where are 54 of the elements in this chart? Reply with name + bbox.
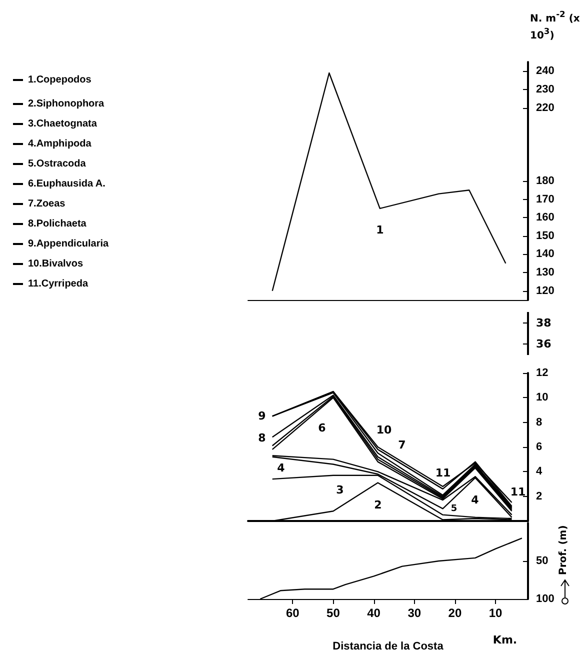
x-tick-label: 10 [488, 606, 503, 620]
y-tick-label: 160 [536, 212, 554, 224]
annotation: 7 [398, 438, 406, 452]
text: 38 [536, 316, 552, 330]
y-tick-label: 8 [536, 416, 542, 428]
legend-label: 4.Amphipoda [28, 138, 92, 150]
annotation: 1 [376, 224, 384, 236]
annotation: 4 [471, 494, 480, 506]
y-tick-label: 4 [536, 466, 543, 478]
annotation: 9 [258, 410, 266, 422]
text: 36 [536, 338, 552, 350]
legend-label: 9.Appendicularia [28, 238, 110, 250]
legend-label: 10.Bivalvos [28, 258, 84, 270]
annotation: 4 [277, 462, 286, 474]
legend-label: 8.Polichaeta [28, 218, 87, 230]
y-tick-label: 10 [536, 392, 548, 404]
y-tick-label: 12 [536, 367, 548, 379]
y-tick-label: 2 [536, 490, 542, 502]
y-tick-label: 130 [536, 266, 554, 279]
y-tick-label: 170 [536, 193, 554, 206]
y-tick-label: 6 [536, 441, 542, 453]
x-tick-label: 30 [408, 606, 422, 620]
y-tick-label: 230 [536, 83, 554, 96]
y-tick-label: 240 [536, 65, 554, 78]
y-axis-title: Prof. (m) [558, 525, 569, 575]
annotation: 8 [258, 432, 266, 444]
annotation: 10 [376, 424, 392, 436]
y-tick-label: 150 [536, 230, 554, 242]
y-tick-label: 120 [536, 284, 554, 297]
annotation: 2 [374, 498, 382, 512]
legend-label: 1.Copepodos [28, 74, 92, 86]
text: N. m$^{-2}$ (x 10$^{3}$) [530, 9, 580, 42]
annotation: 11 [510, 486, 526, 498]
y-tick-label: 140 [536, 248, 554, 260]
legend-label: 2.Siphonophora [28, 98, 105, 110]
x-axis-title: Distancia de la Costa [332, 640, 444, 652]
legend-label: 5.Ostracoda [28, 158, 86, 170]
annotation: 11 [435, 466, 451, 480]
legend-label: 11.Cyrripeda [28, 278, 88, 290]
annotation: 6 [318, 422, 326, 434]
legend-label: 6.Euphausida A. [28, 178, 106, 190]
y-tick-label: 180 [536, 175, 554, 187]
y-tick-label: 100 [536, 593, 554, 605]
annotation: 3 [336, 484, 344, 496]
x-tick-label: 20 [448, 606, 462, 620]
x-tick-label: 40 [367, 606, 381, 620]
legend-label: 3.Chaetognata [28, 118, 98, 130]
x-tick-label: 50 [326, 606, 340, 620]
text: Km. [492, 634, 518, 646]
annotation: 5 [450, 504, 458, 514]
legend-label: 7.Zoeas [28, 198, 66, 210]
x-tick-label: 60 [286, 606, 300, 620]
y-tick-label: 220 [536, 102, 554, 114]
y-tick-label: 50 [536, 555, 548, 567]
